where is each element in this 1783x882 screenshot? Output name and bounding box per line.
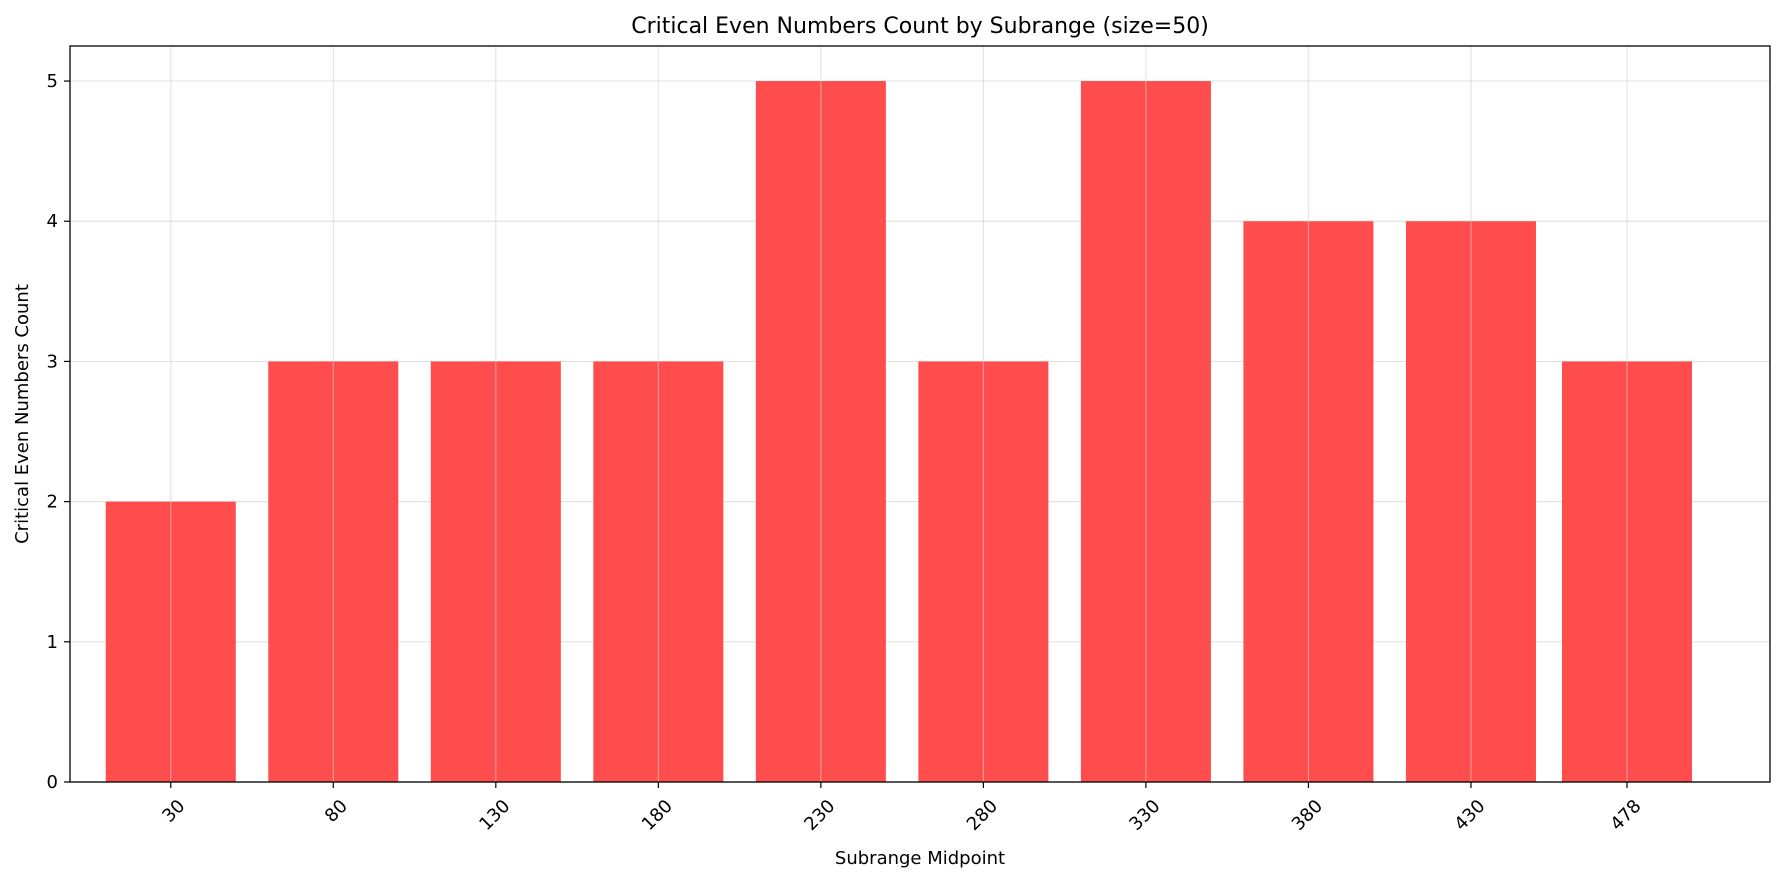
x-axis-title: Subrange Midpoint — [835, 848, 1005, 869]
vertical-grid-lines — [170, 46, 1628, 782]
y-tick-label: 2 — [47, 492, 58, 513]
y-tick-label: 0 — [47, 772, 58, 793]
y-axis-ticks: 0 1 2 3 4 5 — [47, 71, 70, 793]
y-tick-label: 5 — [47, 71, 58, 92]
y-tick-label: 1 — [47, 632, 58, 653]
y-tick-label: 4 — [47, 211, 58, 232]
y-tick-label: 3 — [47, 351, 58, 372]
plot-area-frame — [69, 45, 1771, 783]
y-axis-title: Critical Even Numbers Count — [12, 284, 33, 544]
chart-title: Critical Even Numbers Count by Subrange … — [631, 14, 1209, 39]
